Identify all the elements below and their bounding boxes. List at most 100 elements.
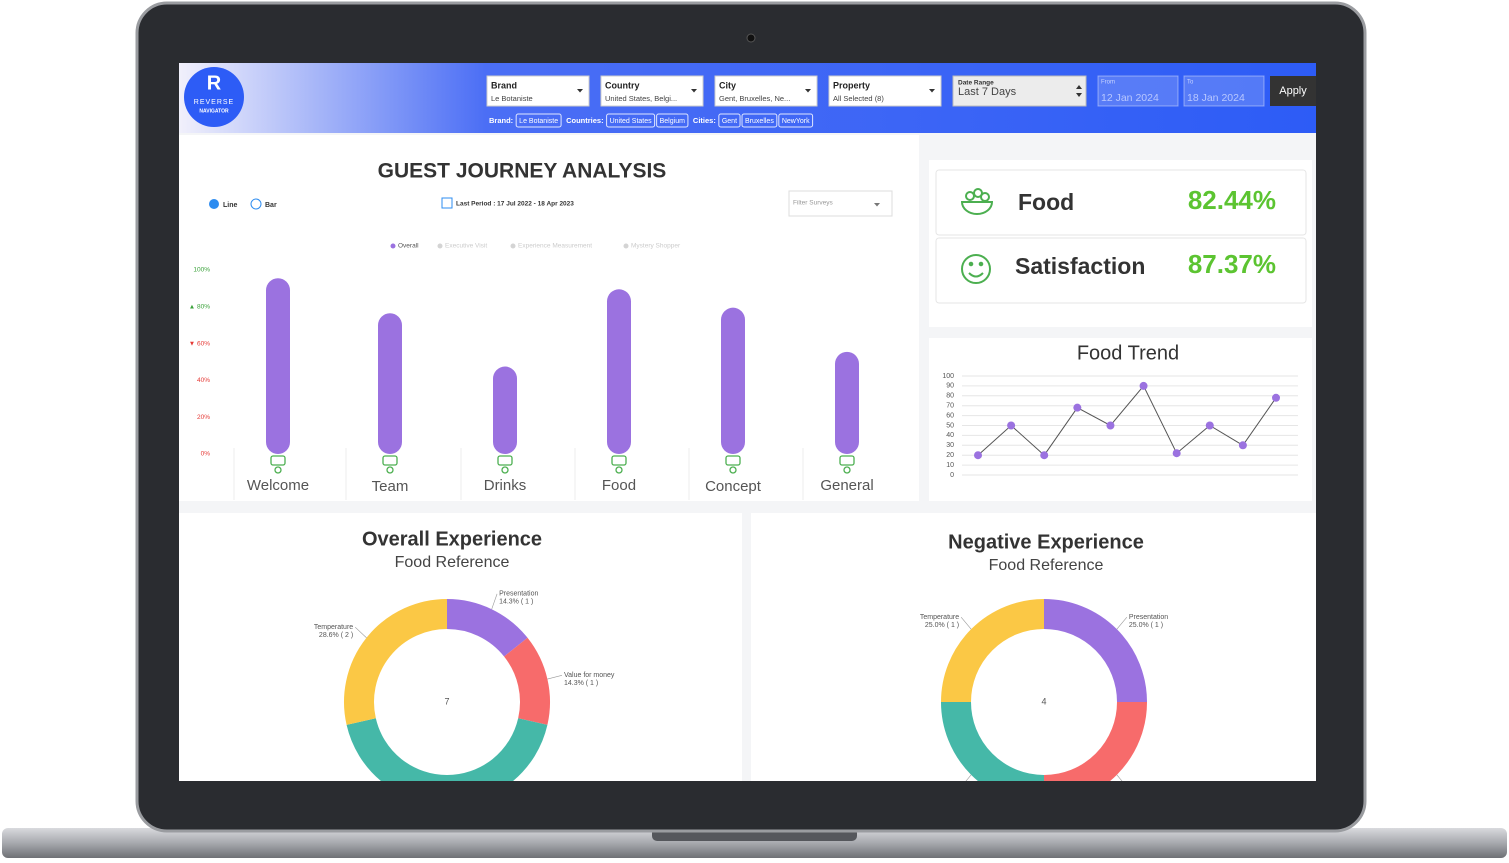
icon-part bbox=[843, 466, 851, 474]
legend-marker bbox=[437, 243, 443, 249]
logo-text: NAVIGATOR bbox=[199, 108, 229, 114]
slice-label: Presentation bbox=[499, 591, 538, 598]
bar bbox=[835, 351, 859, 454]
slice-label: Temperature bbox=[314, 624, 353, 631]
y-tick-label: 0 bbox=[950, 472, 954, 479]
legend-marker bbox=[510, 243, 516, 249]
filter-dropdown[interactable] bbox=[828, 75, 942, 107]
donut-slice bbox=[1043, 599, 1147, 703]
donut-slice bbox=[941, 701, 1045, 781]
filter-label: Brand bbox=[491, 80, 517, 90]
period-label: Last Period : 17 Jul 2022 - 18 Apr 2023 bbox=[456, 201, 574, 208]
kpi-name: Satisfaction bbox=[1015, 253, 1145, 279]
filter-label: Country bbox=[605, 80, 640, 90]
chip-label: NewYork bbox=[782, 118, 810, 125]
dropdown-arrow bbox=[874, 203, 880, 207]
data-point bbox=[1040, 451, 1049, 460]
apply-button[interactable] bbox=[1270, 76, 1316, 106]
filter-label: Property bbox=[833, 80, 870, 90]
filter-dropdown[interactable] bbox=[600, 75, 704, 107]
slice-label: Temperature bbox=[920, 614, 959, 621]
y-tick-label: 60 bbox=[946, 412, 954, 419]
data-point bbox=[1007, 421, 1016, 430]
card bbox=[179, 513, 742, 781]
y-tick-label: 20 bbox=[946, 452, 954, 459]
icon-part bbox=[725, 455, 741, 466]
icon-part bbox=[386, 466, 394, 474]
chip[interactable] bbox=[741, 113, 778, 128]
slice-value-label: 25.0% ( 1 ) bbox=[1129, 622, 1163, 629]
chip[interactable] bbox=[515, 113, 562, 128]
y-tick-label: 100 bbox=[942, 373, 954, 380]
slice-value-label: 14.3% ( 1 ) bbox=[564, 680, 598, 687]
logo-glyph: R bbox=[207, 72, 222, 94]
dropdown-arrow bbox=[805, 89, 811, 93]
checkbox[interactable] bbox=[441, 197, 453, 209]
x-tick-label: Food bbox=[602, 477, 636, 494]
y-tick-label: 90 bbox=[946, 383, 954, 390]
card bbox=[751, 513, 1316, 781]
kpi-card bbox=[935, 169, 1307, 236]
legend-marker bbox=[390, 243, 396, 249]
slice-value-label: 14.3% ( 1 ) bbox=[499, 599, 533, 606]
filter-dropdown[interactable] bbox=[486, 75, 590, 107]
chip-label: Le Botaniste bbox=[519, 118, 558, 125]
category-icon bbox=[839, 455, 855, 474]
filter-dropdown[interactable] bbox=[714, 75, 818, 107]
icon-part bbox=[497, 455, 513, 466]
data-point bbox=[1272, 393, 1280, 402]
radio-button[interactable] bbox=[209, 199, 219, 209]
leader-line bbox=[1116, 774, 1123, 781]
category-icon bbox=[725, 455, 741, 474]
y-tick-label: ▲ 80% bbox=[189, 304, 210, 311]
filter-value: Le Botaniste bbox=[491, 94, 533, 103]
icon-part bbox=[611, 455, 627, 466]
date-range-select[interactable] bbox=[952, 75, 1087, 107]
chart-title: Negative Experience bbox=[948, 531, 1144, 553]
chart-subtitle: Food Reference bbox=[395, 554, 510, 571]
bar bbox=[266, 278, 290, 454]
donut-slice bbox=[1043, 701, 1147, 781]
filter-value: United States, Belgi... bbox=[605, 94, 677, 103]
y-tick-label: ▼ 60% bbox=[189, 340, 210, 347]
chip[interactable] bbox=[656, 113, 689, 128]
chip-group-label: Cities: bbox=[693, 116, 716, 125]
legend-label: Overall bbox=[398, 243, 419, 250]
chart-title: GUEST JOURNEY ANALYSIS bbox=[378, 160, 667, 183]
leader-line bbox=[960, 616, 972, 630]
data-point bbox=[1238, 441, 1247, 450]
chip-label: Gent bbox=[722, 118, 737, 125]
legend-marker bbox=[623, 243, 629, 249]
y-tick-label: 20% bbox=[197, 414, 210, 421]
dropdown-arrow bbox=[577, 89, 583, 93]
chip[interactable] bbox=[718, 113, 741, 128]
icon-part bbox=[501, 466, 509, 474]
radio-button[interactable] bbox=[250, 198, 262, 210]
date-input[interactable] bbox=[1097, 75, 1179, 107]
icon-part bbox=[839, 455, 855, 466]
chip[interactable] bbox=[606, 113, 656, 128]
food-icon bbox=[960, 188, 994, 215]
filter-label: To bbox=[1187, 80, 1194, 86]
data-point bbox=[1139, 381, 1148, 390]
chip[interactable] bbox=[778, 113, 814, 128]
legend-label: Executive Visit bbox=[445, 243, 487, 250]
bar bbox=[378, 313, 402, 454]
filter-label: From bbox=[1101, 80, 1115, 86]
card bbox=[929, 338, 1312, 501]
x-tick-label: Team bbox=[372, 478, 409, 495]
x-tick-label: General bbox=[820, 477, 873, 494]
data-point bbox=[1073, 403, 1082, 412]
date-input[interactable] bbox=[1183, 75, 1265, 107]
chart-title: Overall Experience bbox=[362, 528, 542, 550]
leader-line bbox=[354, 626, 367, 638]
chart-subtitle: Food Reference bbox=[989, 557, 1104, 574]
category-icon bbox=[270, 455, 286, 474]
category-icon bbox=[497, 455, 513, 474]
chip-label: Belgium bbox=[660, 118, 685, 125]
dropdown-arrow bbox=[691, 89, 697, 93]
y-tick-label: 40% bbox=[197, 377, 210, 384]
camera bbox=[746, 33, 756, 43]
filter-value: 18 Jan 2024 bbox=[1187, 92, 1245, 104]
y-tick-label: 40 bbox=[946, 432, 954, 439]
